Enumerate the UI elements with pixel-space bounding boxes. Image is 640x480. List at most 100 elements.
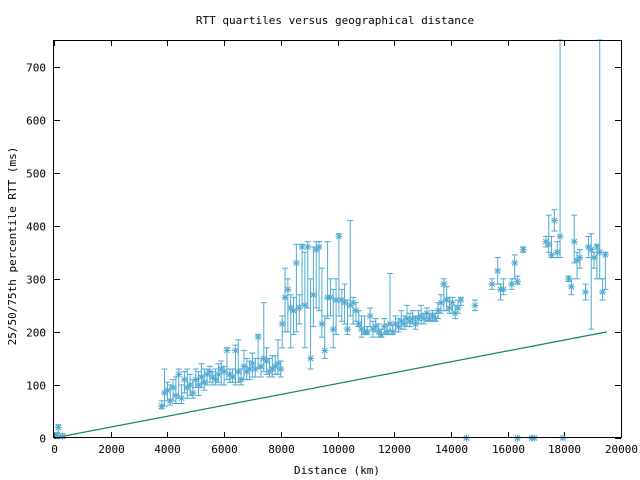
median-marker xyxy=(254,333,262,341)
data-point xyxy=(590,251,598,269)
median-marker xyxy=(553,248,561,256)
x-tick-label: 20000 xyxy=(605,443,638,456)
median-marker xyxy=(223,346,231,354)
median-marker xyxy=(488,280,496,288)
median-marker xyxy=(229,373,237,381)
median-marker xyxy=(197,373,205,381)
data-point xyxy=(263,347,271,375)
median-marker xyxy=(263,357,271,365)
lower-bound-line xyxy=(53,331,607,439)
median-marker xyxy=(175,370,183,378)
median-marker xyxy=(214,370,222,378)
x-tick-label: 16000 xyxy=(492,443,525,456)
data-point xyxy=(212,368,220,386)
median-marker xyxy=(511,259,519,267)
data-point xyxy=(596,39,604,280)
median-marker xyxy=(326,293,334,301)
plot-frame xyxy=(53,40,622,438)
median-marker xyxy=(189,389,197,397)
median-marker xyxy=(335,232,343,240)
data-point xyxy=(369,320,377,338)
median-marker xyxy=(445,304,453,312)
data-point xyxy=(386,272,394,333)
median-marker xyxy=(321,346,329,354)
median-marker xyxy=(601,251,609,259)
median-marker xyxy=(329,325,337,333)
data-point xyxy=(301,251,309,349)
data-point xyxy=(254,333,262,370)
median-marker xyxy=(248,360,256,368)
median-marker xyxy=(494,267,502,275)
data-point xyxy=(587,233,595,330)
median-marker xyxy=(290,307,298,315)
data-point xyxy=(229,368,237,383)
y-tick-label: 100 xyxy=(26,380,46,393)
data-point xyxy=(457,296,465,306)
data-point xyxy=(220,365,228,386)
x-tick-label: 18000 xyxy=(548,443,581,456)
data-point xyxy=(195,371,203,397)
median-marker xyxy=(508,280,516,288)
data-point xyxy=(434,302,442,320)
axis-ticks: 0 2000 4000 6000 8000 10000 12000 14000 16000 180… xyxy=(26,40,638,456)
data-point xyxy=(556,39,564,259)
median-marker xyxy=(192,376,200,384)
data-point xyxy=(178,384,186,405)
data-point xyxy=(567,278,575,296)
x-tick-label: 4000 xyxy=(154,443,181,456)
y-tick-label: 600 xyxy=(26,115,46,128)
data-point xyxy=(307,278,315,370)
median-marker xyxy=(519,246,527,254)
median-marker xyxy=(545,240,553,248)
median-marker xyxy=(514,277,522,285)
data-point xyxy=(570,214,578,264)
median-marker xyxy=(240,362,248,370)
median-marker xyxy=(471,301,479,309)
median-marker xyxy=(454,304,462,312)
data-point xyxy=(593,243,601,280)
data-point xyxy=(223,346,231,381)
data-point xyxy=(175,368,183,399)
x-tick-label: 10000 xyxy=(322,443,355,456)
y-tick-label: 0 xyxy=(39,433,46,446)
data-point xyxy=(326,278,334,317)
median-marker xyxy=(548,251,556,259)
data-point xyxy=(231,344,239,386)
median-marker xyxy=(590,254,598,262)
data-point xyxy=(355,310,363,328)
data-point xyxy=(499,278,507,296)
median-marker xyxy=(178,394,186,402)
median-marker xyxy=(394,323,402,331)
median-marker xyxy=(169,384,177,392)
data-point xyxy=(292,243,300,333)
data-point xyxy=(488,278,496,290)
median-marker xyxy=(343,325,351,333)
median-marker xyxy=(186,381,194,389)
data-point xyxy=(548,235,556,259)
data-point xyxy=(341,283,349,325)
data-point xyxy=(284,278,292,333)
data-point xyxy=(186,373,194,397)
data-point xyxy=(332,278,340,336)
y-tick-label: 300 xyxy=(26,274,46,287)
data-point xyxy=(545,214,553,253)
x-tick-label: 12000 xyxy=(378,443,411,456)
data-point xyxy=(309,246,317,328)
median-marker xyxy=(556,232,564,240)
x-tick-label: 8000 xyxy=(268,443,295,456)
median-marker xyxy=(163,386,171,394)
median-marker xyxy=(257,362,265,370)
data-point xyxy=(54,423,62,436)
data-point xyxy=(601,251,609,290)
data-point xyxy=(508,278,516,290)
median-marker xyxy=(550,216,558,224)
median-marker xyxy=(582,288,590,296)
chart-title: RTT quartiles versus geographical distan… xyxy=(196,14,474,27)
y-tick-label: 500 xyxy=(26,168,46,181)
data-point xyxy=(584,235,592,259)
data-point xyxy=(304,241,312,309)
data-point xyxy=(271,355,279,375)
median-marker xyxy=(315,243,323,251)
median-marker xyxy=(318,320,326,328)
